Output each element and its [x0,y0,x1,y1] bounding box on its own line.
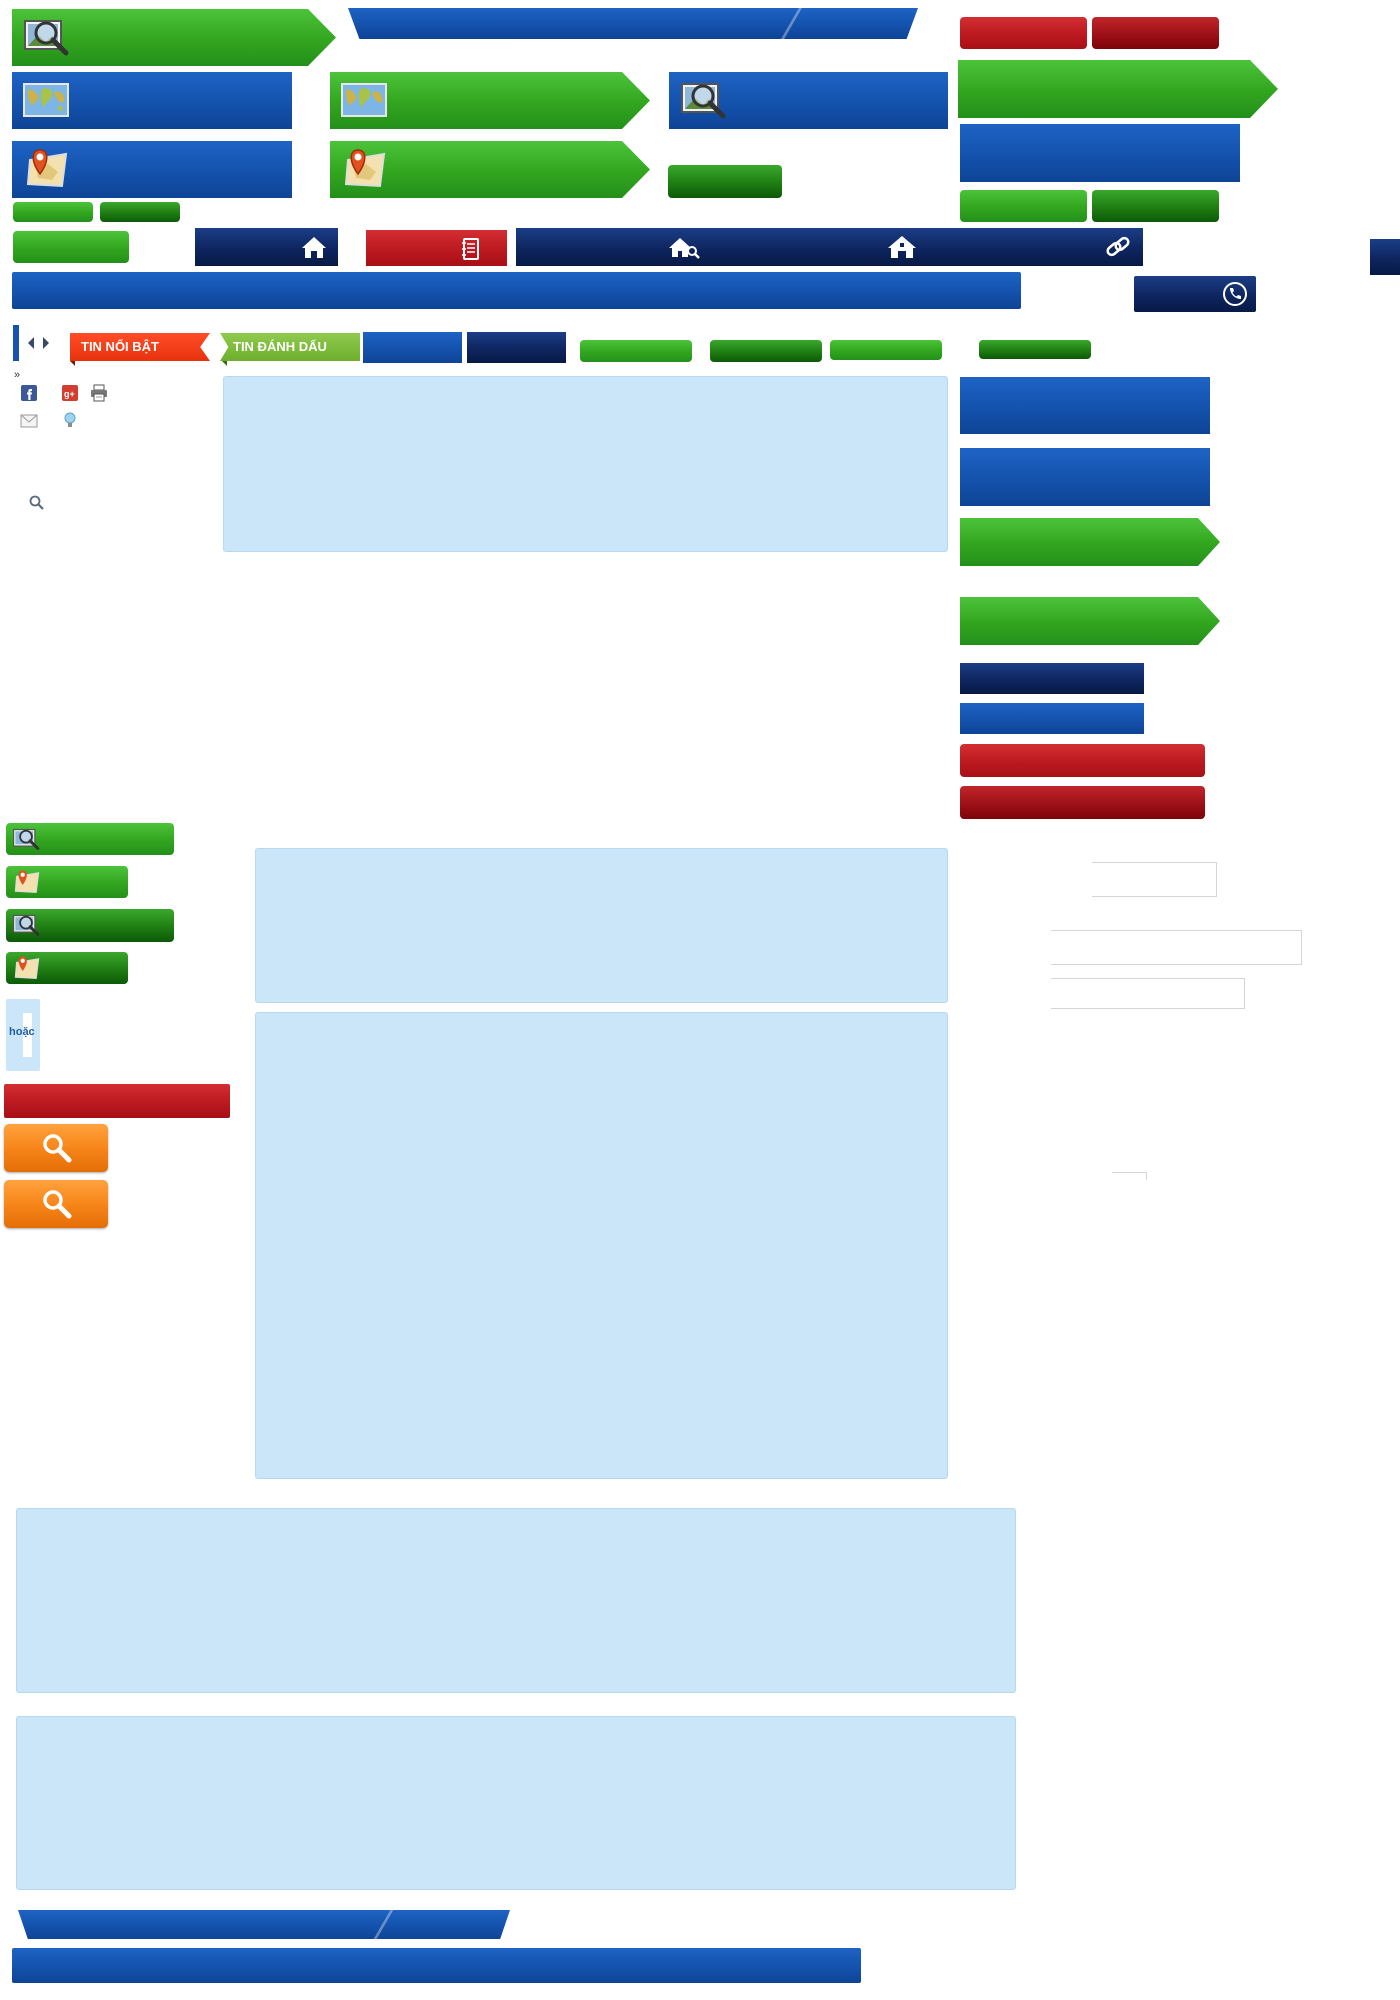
outline-corner [1112,1172,1147,1180]
input-outline [1051,930,1302,965]
content-panel [16,1508,1016,1693]
world-map-button[interactable] [12,72,292,129]
green-arrow-button-large[interactable] [958,60,1278,118]
footer-slanted-bar [18,1910,510,1939]
map-pin-icon [14,956,40,979]
red-sidebar-bar [4,1084,230,1118]
green-dark-button[interactable] [1092,190,1219,222]
magnifier-over-photo-icon [12,914,40,936]
side-tab[interactable] [1370,239,1400,275]
home-icon[interactable] [886,234,918,260]
content-panel [255,848,948,1003]
header-slanted-bar [348,8,918,39]
blue-strip [960,703,1144,734]
tab-bookmarked[interactable]: TIN ĐÁNH DẤU [220,333,360,361]
map-pin-button[interactable] [12,141,292,198]
input-outline [1051,978,1245,1009]
or-separator-box: hoặc [6,999,40,1071]
or-separator-inner [23,1013,32,1057]
home-icon [302,237,326,258]
green-tab-button[interactable] [830,340,942,360]
link-icon[interactable] [1104,234,1132,260]
green-dark-small-button[interactable] [100,202,180,222]
world-map-arrow-button[interactable] [330,72,650,129]
magnifier-over-photo-icon [681,83,726,119]
magnifier-over-photo-icon [22,15,70,59]
phone-icon [1223,282,1247,306]
magnifier-over-photo-icon [12,828,40,850]
red-dark-button[interactable] [1092,17,1219,49]
ribbon-fold [222,361,227,366]
map-pin-icon [340,146,390,192]
content-panel [255,1012,948,1479]
arrow-right-icon[interactable] [41,335,51,351]
svg-text:g+: g+ [64,389,75,399]
blue-tab[interactable] [363,332,462,363]
search-icon [43,1190,72,1219]
search-icon[interactable] [28,494,46,512]
google-plus-icon[interactable]: g+ [61,384,79,402]
search-photo-button[interactable] [669,72,948,129]
or-label: hoặc [9,1026,35,1038]
lightbulb-icon[interactable] [63,412,77,430]
map-pin-small-button[interactable] [6,866,128,898]
separator-glyph: » [14,369,21,381]
home-nav-button[interactable] [195,228,338,266]
main-nav-bar [516,228,1143,266]
home-search-icon[interactable] [668,235,702,261]
search-button[interactable] [4,1180,108,1228]
blue-panel [960,377,1210,434]
hotline-button[interactable] [1134,276,1256,312]
map-pin-small-dark-button[interactable] [6,952,128,984]
blue-panel-button[interactable] [960,124,1240,182]
green-medium-button[interactable] [13,231,129,263]
red-button[interactable] [960,17,1087,49]
red-long-button[interactable] [960,744,1205,777]
world-map-icon [340,80,388,120]
tab-featured[interactable]: TIN NỔI BẬT [70,333,210,361]
green-dark-button[interactable] [668,165,782,198]
green-arrow-panel[interactable] [960,597,1220,645]
search-icon [43,1134,72,1163]
ribbon-fold [70,361,75,366]
print-icon[interactable] [89,384,109,402]
notebook-nav-button[interactable] [366,230,507,266]
green-dark-tab-button[interactable] [710,340,822,362]
search-photo-small-button[interactable] [6,823,174,855]
blue-panel [960,448,1210,506]
search-photo-small-dark-button[interactable] [6,909,174,942]
navy-tab[interactable] [467,332,566,363]
red-dark-long-button[interactable] [960,786,1205,819]
green-small-button[interactable] [13,202,93,222]
search-button[interactable] [4,1124,108,1172]
wide-blue-bar [12,272,1021,309]
green-tab-button[interactable] [580,340,692,362]
map-pin-icon [26,149,68,188]
notebook-icon [462,238,479,260]
footer-wide-bar [12,1948,861,1983]
navy-strip [960,663,1144,694]
arrow-left-icon[interactable] [26,335,36,351]
content-panel [223,376,948,552]
content-panel [16,1716,1016,1890]
email-icon[interactable] [20,414,38,428]
search-photo-arrow-button[interactable] [12,9,336,66]
tab-indicator [13,325,19,361]
facebook-icon[interactable] [20,384,38,402]
map-pin-arrow-button[interactable] [330,141,650,198]
world-map-icon [23,83,69,117]
green-arrow-panel[interactable] [960,518,1220,566]
green-button[interactable] [960,190,1087,222]
map-pin-icon [14,870,40,893]
green-dark-tab-button[interactable] [979,340,1091,359]
input-outline [1092,862,1217,897]
